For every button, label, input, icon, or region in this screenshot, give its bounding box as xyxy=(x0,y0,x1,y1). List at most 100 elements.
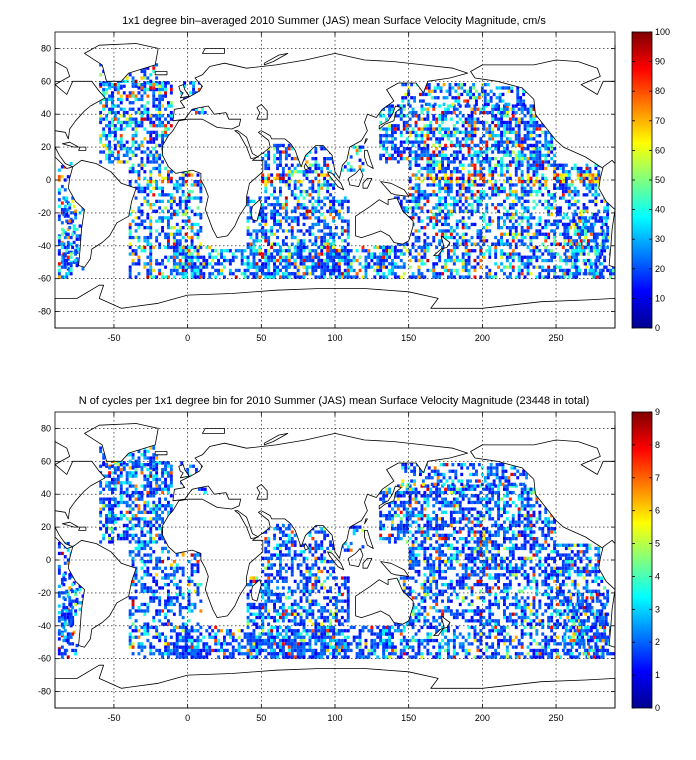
data-cell xyxy=(423,193,427,197)
data-cell xyxy=(323,147,327,151)
data-cell xyxy=(343,262,347,266)
data-cell xyxy=(491,176,495,180)
data-cell xyxy=(505,193,509,197)
data-cell xyxy=(532,166,536,171)
data-cell xyxy=(152,86,156,90)
data-cell xyxy=(432,189,436,194)
data-cell xyxy=(128,268,132,273)
data-cell xyxy=(146,186,150,190)
data-cell xyxy=(311,203,315,207)
data-cell xyxy=(508,275,512,279)
data-cell xyxy=(494,245,498,250)
data-cell xyxy=(71,219,75,223)
data-cell xyxy=(293,245,297,250)
data-cell xyxy=(208,245,212,250)
data-cell xyxy=(152,537,156,541)
data-cell xyxy=(444,107,447,111)
data-cell xyxy=(270,272,274,276)
data-cell xyxy=(594,186,598,190)
data-cell xyxy=(102,143,106,148)
data-cell xyxy=(448,92,452,97)
data-cell xyxy=(520,104,524,108)
data-cell xyxy=(287,180,291,184)
data-cell xyxy=(140,150,144,154)
data-cell xyxy=(511,249,515,253)
data-cell xyxy=(420,180,424,184)
data-cell xyxy=(547,235,551,240)
data-cell xyxy=(491,130,495,134)
data-cell xyxy=(426,114,430,118)
data-cell xyxy=(488,134,492,138)
data-cell xyxy=(246,229,250,233)
data-cell xyxy=(479,147,483,151)
data-cell xyxy=(149,222,153,227)
data-cell xyxy=(296,180,300,184)
data-cell xyxy=(523,199,527,203)
data-cell xyxy=(455,203,459,207)
data-cell xyxy=(63,178,67,182)
data-cell xyxy=(279,153,282,157)
data-cell xyxy=(495,102,499,106)
data-cell xyxy=(302,258,306,263)
data-cell xyxy=(517,272,521,276)
data-cell xyxy=(164,166,167,171)
data-cell xyxy=(296,239,300,243)
data-cell xyxy=(155,124,159,128)
data-cell xyxy=(175,268,179,273)
data-cell xyxy=(476,199,480,203)
data-cell xyxy=(441,272,444,276)
data-cell xyxy=(538,127,542,131)
data-cell xyxy=(582,219,586,223)
data-cell xyxy=(155,83,159,87)
data-cell xyxy=(329,249,332,253)
data-cell xyxy=(276,235,279,240)
data-cell xyxy=(149,120,153,125)
data-cell xyxy=(143,176,147,180)
data-cell xyxy=(435,262,439,266)
data-cell xyxy=(461,163,465,167)
data-cell xyxy=(482,183,486,187)
data-cell xyxy=(234,268,238,273)
data-cell xyxy=(346,235,350,240)
data-cell xyxy=(472,86,475,90)
data-cell xyxy=(111,160,114,164)
data-cell xyxy=(200,110,204,115)
data-cell xyxy=(311,212,315,217)
data-cell xyxy=(538,186,542,190)
data-cell xyxy=(556,252,559,256)
data-cell xyxy=(572,255,576,259)
data-cell xyxy=(514,153,518,157)
data-cell xyxy=(143,510,147,514)
data-cell xyxy=(267,258,271,263)
data-cell xyxy=(553,160,556,164)
data-cell xyxy=(152,137,156,141)
data-cell xyxy=(488,130,492,134)
data-cell xyxy=(435,219,439,223)
data-cell xyxy=(569,226,573,230)
data-cell xyxy=(584,229,587,233)
data-cell xyxy=(488,249,492,253)
data-cell xyxy=(155,87,159,92)
data-cell xyxy=(494,157,498,161)
data-cell xyxy=(575,222,579,227)
data-cell xyxy=(178,226,182,230)
data-cell xyxy=(538,229,542,233)
data-cell xyxy=(538,232,542,236)
data-cell xyxy=(575,275,579,279)
data-cell xyxy=(152,180,156,184)
data-cell xyxy=(429,137,433,141)
data-cell xyxy=(547,160,551,164)
data-cell xyxy=(500,137,503,141)
data-cell xyxy=(435,245,439,250)
data-cell xyxy=(267,265,271,269)
data-cell xyxy=(68,219,72,223)
data-cell xyxy=(529,134,533,138)
data-cell xyxy=(523,104,527,108)
data-cell xyxy=(553,242,556,246)
data-cell xyxy=(561,170,565,174)
data-cell xyxy=(299,255,303,259)
data-cell xyxy=(396,124,400,128)
colorbar-tick-label: 70 xyxy=(655,116,665,126)
data-cell xyxy=(164,507,167,511)
data-cell xyxy=(267,275,271,279)
